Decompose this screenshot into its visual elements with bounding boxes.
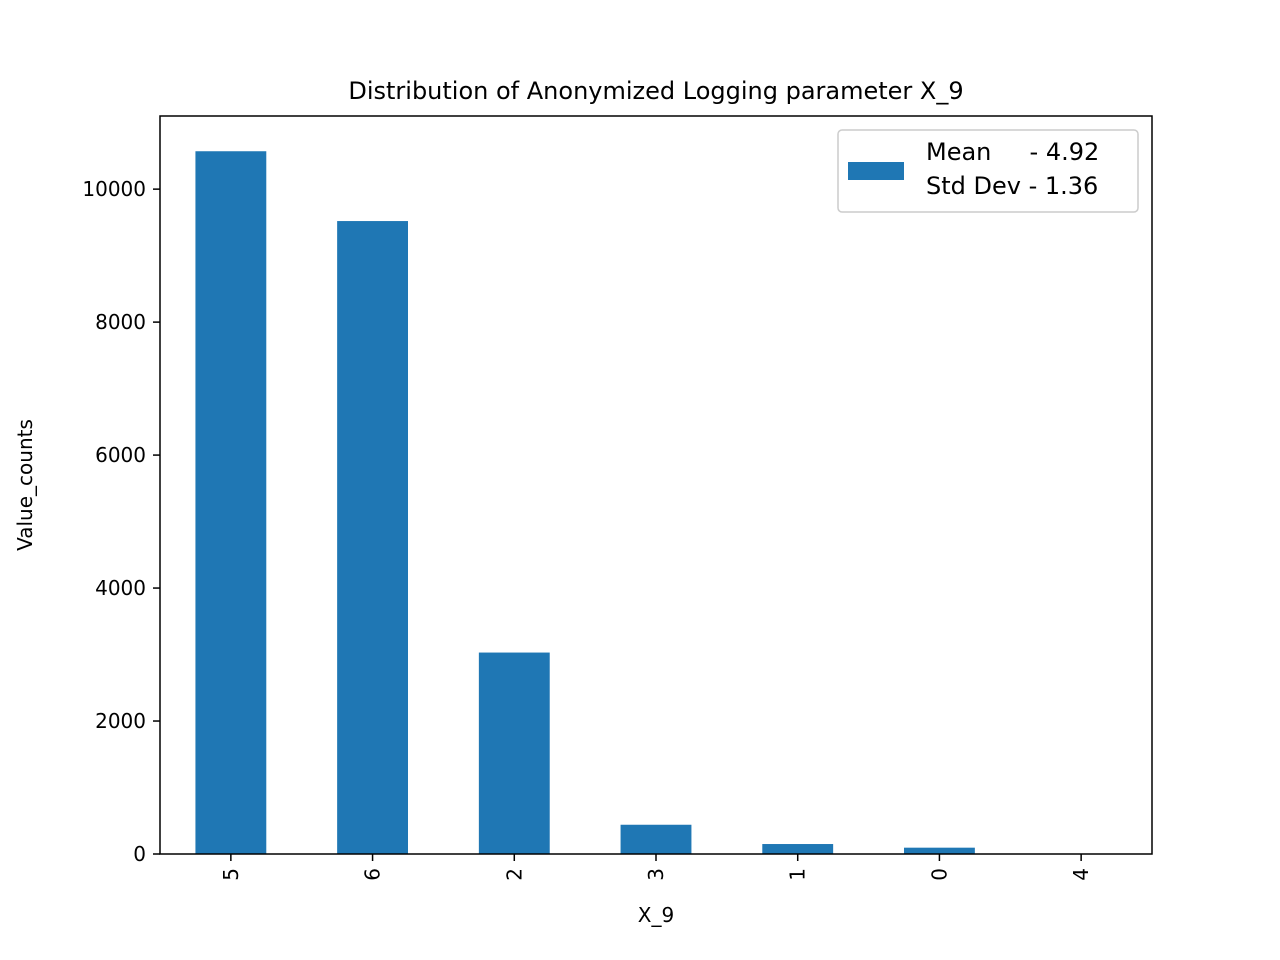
y-tick-label: 4000 [95,576,146,600]
legend-line-mean: Mean - 4.92 [926,138,1099,166]
x-tick-label: 2 [502,868,526,881]
x-tick-label: 4 [1069,868,1093,881]
x-tick-label: 5 [219,868,243,881]
x-tick-label: 0 [927,868,951,881]
y-tick-label: 0 [133,842,146,866]
y-axis-label: Value_counts [13,419,37,551]
x-axis-ticks: 5 6 2 3 1 0 4 [219,854,1093,881]
legend-line-std: Std Dev - 1.36 [926,172,1098,200]
bar-6 [337,221,408,855]
bar-1 [762,844,834,854]
plot-area-frame [159,115,1153,855]
bar-0 [904,847,975,854]
chart-title: Distribution of Anonymized Logging param… [348,77,963,105]
x-tick-label: 1 [786,868,810,881]
legend: Mean - 4.92 Std Dev - 1.36 [837,129,1139,213]
x-axis-label: X_9 [638,903,674,927]
legend-frame [837,129,1139,213]
y-tick-label: 8000 [95,310,146,334]
y-tick-label: 6000 [95,443,146,467]
bar-3 [620,824,692,854]
y-axis-ticks: 0 2000 4000 6000 8000 10000 [82,177,160,866]
bars-group [195,151,1117,855]
bar-2 [478,652,550,854]
x-tick-label: 3 [644,868,668,881]
bar-5 [195,151,267,855]
legend-swatch [848,162,904,180]
y-tick-label: 2000 [95,709,146,733]
x-tick-label: 6 [361,868,385,881]
y-tick-label: 10000 [82,177,146,201]
